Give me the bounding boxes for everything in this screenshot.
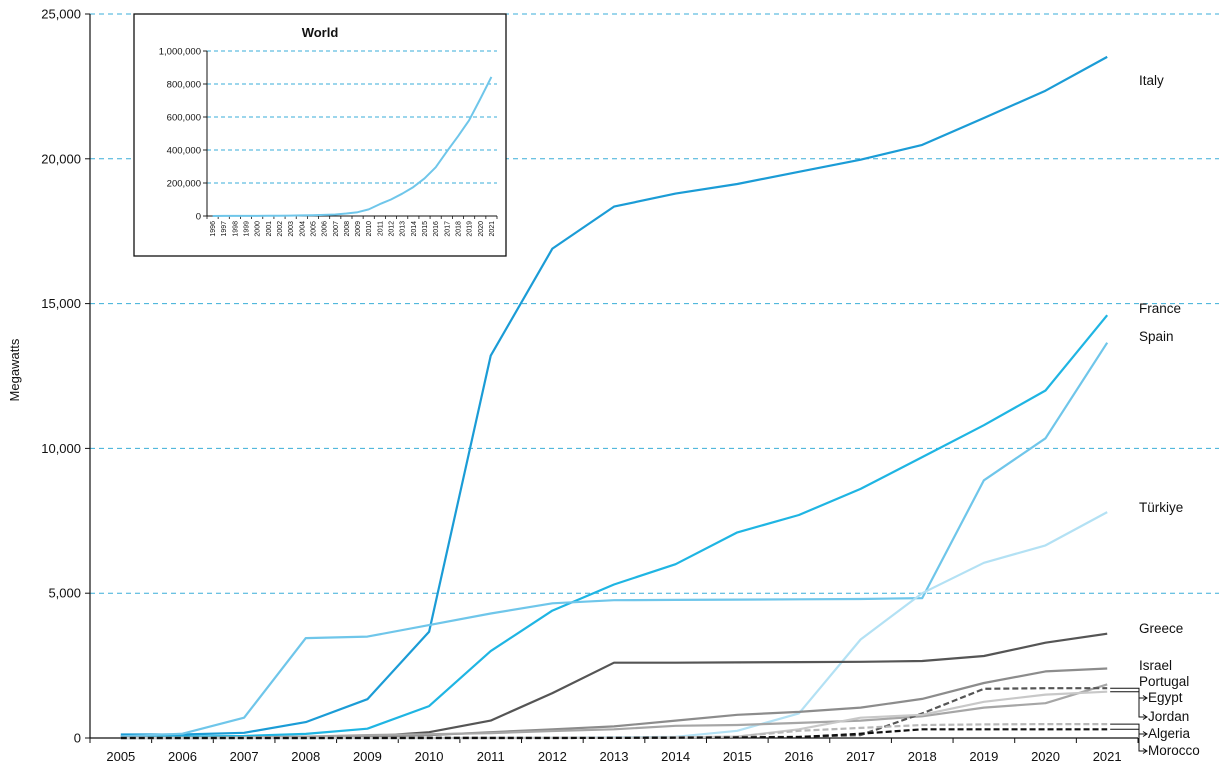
- series-line-t-rkiye: [120, 511, 1108, 740]
- x-tick-label: 2018: [908, 749, 937, 764]
- inset-x-tick-label: 2012: [389, 221, 396, 237]
- series-line-egypt: [120, 687, 1108, 740]
- series-label-israel: Israel: [1139, 658, 1172, 673]
- inset-x-tick-label: 2014: [411, 221, 418, 237]
- series-line-italy: [120, 55, 1108, 736]
- inset-x-tick-label: 1996: [210, 221, 217, 237]
- inset-x-tick-label: 2018: [456, 221, 463, 237]
- inset-x-tick-label: 2013: [400, 221, 407, 237]
- y-tick-label: 10,000: [41, 441, 81, 456]
- x-tick-label: 2014: [661, 749, 690, 764]
- inset-title: World: [302, 25, 339, 40]
- y-tick-label: 20,000: [41, 151, 81, 166]
- label-arrow-jordan: [1142, 714, 1148, 720]
- inset-x-tick-label: 2009: [355, 221, 362, 237]
- x-tick-label: 2016: [784, 749, 813, 764]
- x-tick-label: 2013: [600, 749, 629, 764]
- x-tick-label: 2015: [723, 749, 752, 764]
- inset-y-tick-label: 600,000: [167, 113, 201, 124]
- label-connector-jordan: [1110, 691, 1146, 718]
- x-tick-label: 2009: [353, 749, 382, 764]
- label-arrow-morocco: [1142, 748, 1148, 754]
- y-tick-label: 15,000: [41, 296, 81, 311]
- inset-x-tick-label: 2021: [489, 221, 496, 237]
- x-tick-label: 2010: [415, 749, 444, 764]
- inset-x-tick-label: 1997: [221, 221, 228, 237]
- series-label-portugal: Portugal: [1139, 674, 1189, 689]
- inset-y-tick-label: 0: [196, 212, 201, 223]
- x-tick-label: 2007: [230, 749, 259, 764]
- label-arrow-egypt: [1142, 695, 1148, 701]
- inset-x-tick-labels: 1996 1997 1998 1999 2000 2001 2002 2003 2004 2005…: [210, 221, 496, 237]
- x-tick-label: 2021: [1093, 749, 1122, 764]
- inset-x-tick-label: 2010: [366, 221, 373, 237]
- series-label-jordan: Jordan: [1148, 709, 1189, 724]
- inset-y-tick-labels: 0 200,000 400,000 600,000 800,000 1,000,000: [159, 47, 201, 223]
- main-x-tick-labels: 2005 2006 2007 2008 2009 2010 2011 2012 2013 2014…: [106, 749, 1121, 764]
- y-tick-label: 5,000: [48, 586, 81, 601]
- y-tick-label: 0: [74, 731, 81, 746]
- label-connector-morocco: [1110, 728, 1146, 752]
- series-label-france: France: [1139, 301, 1181, 316]
- series-label-greece: Greece: [1139, 621, 1183, 636]
- inset-y-tick-label: 800,000: [167, 80, 201, 91]
- x-tick-label: 2006: [168, 749, 197, 764]
- series-label-spain: Spain: [1139, 329, 1174, 344]
- series-line-morocco: [120, 728, 1108, 740]
- inset-x-tick-label: 2017: [444, 221, 451, 237]
- series-label-morocco: Morocco: [1148, 743, 1200, 758]
- label-connector-egypt: [1110, 687, 1146, 699]
- series-line-jordan: [120, 690, 1108, 740]
- inset-x-tick-label: 2015: [422, 221, 429, 237]
- inset-x-tick-label: 2007: [333, 221, 340, 237]
- inset-x-tick-label: 2020: [478, 221, 485, 237]
- inset-x-tick-label: 2011: [377, 221, 384, 236]
- series-label-egypt: Egypt: [1148, 690, 1183, 705]
- series-line-france: [120, 314, 1109, 738]
- main-series: [120, 55, 1109, 740]
- series-label-italy: Italy: [1139, 73, 1164, 88]
- inset-x-tick-label: 2016: [433, 221, 440, 237]
- x-tick-label: 2011: [477, 749, 505, 764]
- x-tick-label: 2005: [106, 749, 135, 764]
- series-line-spain: [120, 342, 1109, 738]
- inset-y-tick-label: 200,000: [167, 179, 201, 190]
- inset-x-tick-label: 1998: [232, 221, 239, 237]
- x-tick-label: 2008: [291, 749, 320, 764]
- y-axis-label: Megawatts: [7, 338, 22, 401]
- inset-series: [212, 76, 493, 217]
- x-tick-label: 2017: [846, 749, 875, 764]
- label-arrow-algeria: [1142, 731, 1148, 737]
- series-line-portugal: [120, 683, 1108, 740]
- y-tick-label: 25,000: [41, 7, 81, 22]
- inset-x-tick-label: 2006: [322, 221, 329, 237]
- inset-y-tick-label: 400,000: [167, 146, 201, 157]
- main-y-tick-labels: 0 5,000 10,000 15,000 20,000 25,000: [41, 7, 81, 746]
- x-tick-label: 2020: [1031, 749, 1060, 764]
- inset-x-tick-label: 2000: [255, 221, 262, 237]
- inset-x-tick-label: 1999: [244, 221, 251, 237]
- inset-x-tick-label: 2019: [467, 221, 474, 237]
- inset-x-tick-label: 2004: [299, 221, 306, 237]
- inset-series-line-world: [212, 76, 493, 217]
- inset-x-tick-label: 2005: [311, 221, 318, 237]
- x-tick-label: 2012: [538, 749, 567, 764]
- inset-y-tick-label: 1,000,000: [159, 47, 201, 58]
- series-labels: Italy France Spain Türkiye Greece IsraelPortu…: [1110, 73, 1200, 758]
- inset-x-tick-label: 2002: [277, 221, 284, 237]
- world-inset-chart: World 0 200,000 400,000 600,000 800,000 1,000…: [133, 13, 507, 257]
- inset-x-tick-label: 2003: [288, 221, 295, 237]
- inset-x-tick-label: 2001: [266, 221, 273, 237]
- series-label-algeria: Algeria: [1148, 726, 1191, 741]
- x-tick-label: 2019: [969, 749, 998, 764]
- inset-x-tick-label: 2008: [344, 221, 351, 237]
- series-label-t-rkiye: Türkiye: [1139, 500, 1183, 515]
